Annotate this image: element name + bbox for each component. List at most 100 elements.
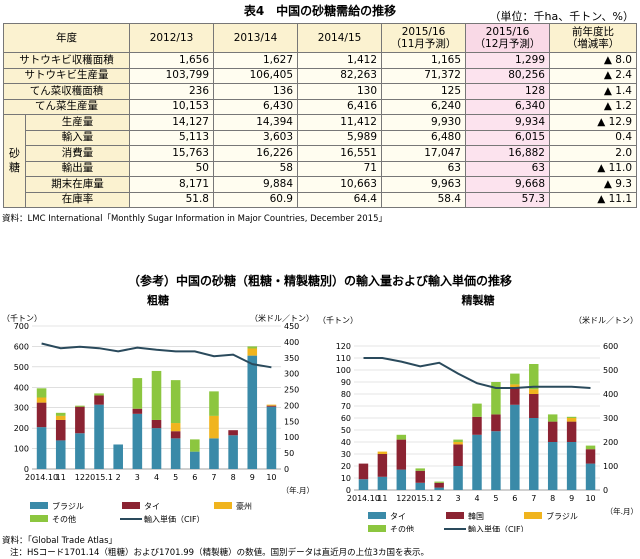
price-line: [363, 357, 591, 389]
table-cell: 1,627: [213, 52, 298, 69]
change-cell: ▲ 8.0: [549, 52, 637, 69]
y-tick-label: 30: [341, 450, 351, 459]
x-axis-unit: （年.月）: [606, 506, 638, 516]
bar-segment: [94, 404, 104, 469]
price-line: [41, 342, 272, 369]
table-cell: 6,430: [213, 98, 298, 115]
table-cell: 136: [213, 83, 298, 100]
x-tick-label: 8: [550, 494, 555, 503]
bar-segment: [491, 382, 501, 415]
table-cell: 14,394: [213, 114, 298, 131]
table-row: サトウキビ収穫面積 1,656 1,627 1,412 1,165 1,299 ▲ 8.0: [3, 52, 637, 69]
header-col: 2015/16 （11月予測）: [381, 23, 466, 53]
y2-tick-label: 250: [284, 386, 299, 395]
y-tick-label: 100: [336, 366, 351, 375]
legend-label: その他: [390, 524, 414, 532]
bar-segment: [434, 487, 444, 490]
y-tick-label: 110: [336, 354, 351, 363]
y-tick-label: 10: [341, 474, 351, 483]
y-tick-label: 0: [346, 486, 351, 495]
bar-segment: [566, 442, 577, 490]
bar-segment: [132, 378, 143, 409]
bar-segment: [55, 440, 66, 469]
chart-title: 精製糖: [462, 293, 495, 307]
y-tick-label: 600: [14, 342, 29, 351]
table-cell: 14,127: [129, 114, 214, 131]
x-tick-label: 6: [192, 473, 197, 482]
x-tick-label: 2015.1: [85, 473, 113, 482]
bar-segment: [434, 481, 444, 483]
y2-tick-label: 600: [603, 342, 618, 351]
bar-segment: [510, 388, 520, 405]
bar-segment: [377, 476, 388, 490]
bar-segment: [228, 435, 238, 469]
bar-segment: [415, 468, 425, 471]
x-tick-label: 9: [250, 473, 255, 482]
legend-label: 豪州: [236, 501, 252, 511]
bar-segment: [36, 427, 47, 469]
table-cell: 63: [381, 160, 466, 177]
bar-segment: [170, 423, 181, 432]
bar-segment: [566, 421, 577, 442]
x-axis-unit: （年.月）: [282, 485, 314, 495]
header-col: 2012/13: [129, 23, 214, 53]
x-tick-label: 10: [585, 494, 595, 503]
bar-segment: [247, 346, 258, 349]
y2-tick-label: 300: [603, 414, 618, 423]
change-cell: 0.4: [549, 129, 637, 146]
bar-segment: [434, 482, 444, 488]
y2-tick-label: 400: [603, 390, 618, 399]
table-cell: 71: [297, 160, 382, 177]
table-cell: 51.8: [129, 191, 214, 208]
raw-sugar-chart: 粗糖 （千トン） （米ドル／トン） 0 100 200 300 400 500 600 700 0 50…: [2, 293, 314, 524]
table-header-row: 年度 2012/13 2013/14 2014/15 2015/16 （11月予…: [3, 23, 637, 53]
row-label: サトウキビ生産量: [3, 67, 130, 84]
y-tick-label: 400: [14, 383, 29, 392]
table-cell: 82,263: [297, 67, 382, 84]
x-tick-label: 5: [173, 473, 178, 482]
bar-segment: [247, 355, 258, 469]
table-cell: 64.4: [297, 191, 382, 208]
bar-segment: [585, 449, 596, 464]
x-tick-label: 2014.10: [347, 494, 380, 503]
bar-segment: [209, 391, 219, 416]
y2-tick-label: 100: [603, 462, 618, 471]
y-tick-label: 50: [341, 426, 351, 435]
table-row: 在庫率 51.8 60.9 64.4 58.4 57.3 ▲ 11.1: [4, 191, 637, 208]
change-cell: ▲ 2.4: [549, 67, 637, 84]
legend-label: タイ: [390, 512, 406, 521]
table-cell: 9,884: [213, 176, 298, 193]
bar-segment: [453, 439, 463, 442]
bar-segment: [209, 438, 219, 469]
table-cell: 6,240: [381, 98, 466, 115]
bar-segment: [415, 470, 425, 483]
row-label: サトウキビ収穫面積: [3, 52, 130, 69]
bar-segment: [266, 404, 277, 406]
x-tick-label: 2: [116, 473, 121, 482]
bar-segment: [566, 416, 577, 418]
change-cell: ▲ 9.3: [549, 176, 637, 193]
y-tick-label: 90: [341, 378, 351, 387]
table-cell: 16,226: [213, 145, 298, 162]
bar-segment: [190, 439, 200, 452]
row-label: てん菜収穫面積: [3, 83, 130, 100]
bar-segment: [396, 469, 407, 490]
table-cell: 17,047: [381, 145, 466, 162]
y-tick-label: 700: [14, 322, 29, 331]
table-cell: 3,603: [213, 129, 298, 146]
bar-segment: [491, 431, 501, 490]
right-axis-unit: （米ドル／トン）: [250, 313, 314, 323]
x-tick-label: 10: [266, 473, 276, 482]
table-row: てん菜生産量 10,153 6,430 6,416 6,240 6,340 ▲ 1.2: [3, 98, 637, 115]
table-cell: 1,299: [465, 52, 550, 69]
legend-label: 輸入単価（CIF）: [468, 524, 529, 532]
table-cell: 50: [129, 160, 214, 177]
y-tick-label: 70: [341, 402, 351, 411]
table-cell: 128: [465, 83, 550, 100]
x-tick-label: 12: [396, 494, 406, 503]
table-cell: 10,663: [297, 176, 382, 193]
x-tick-label: 2014.10: [25, 473, 58, 482]
refined-sugar-chart: 精製糖（千トン） （米ドル／トン）010203040506070809010011…: [318, 293, 638, 532]
table-cell: 63: [465, 160, 550, 177]
y2-tick-label: 0: [603, 486, 608, 495]
